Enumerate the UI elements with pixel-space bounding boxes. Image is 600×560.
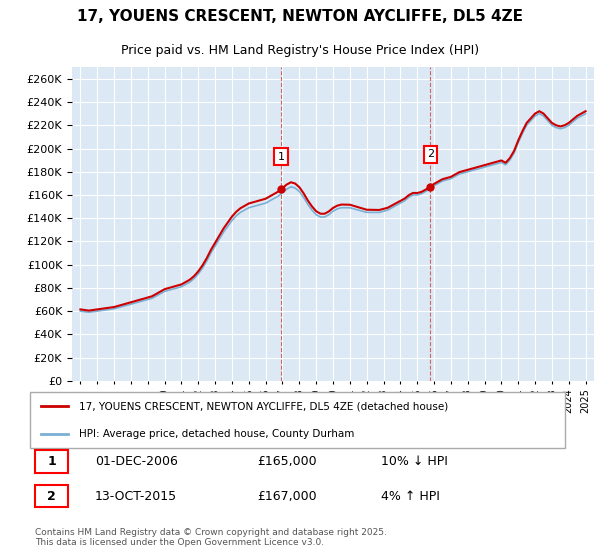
- Text: 01-DEC-2006: 01-DEC-2006: [95, 455, 178, 468]
- Text: 2: 2: [427, 150, 434, 159]
- Text: 10% ↓ HPI: 10% ↓ HPI: [381, 455, 448, 468]
- FancyBboxPatch shape: [35, 485, 68, 507]
- Text: Price paid vs. HM Land Registry's House Price Index (HPI): Price paid vs. HM Land Registry's House …: [121, 44, 479, 57]
- Text: 17, YOUENS CRESCENT, NEWTON AYCLIFFE, DL5 4ZE (detached house): 17, YOUENS CRESCENT, NEWTON AYCLIFFE, DL…: [79, 402, 448, 412]
- FancyBboxPatch shape: [35, 450, 68, 473]
- Text: 2: 2: [47, 489, 56, 502]
- Text: 1: 1: [47, 455, 56, 468]
- Text: £165,000: £165,000: [257, 455, 316, 468]
- Text: £167,000: £167,000: [257, 489, 316, 502]
- Text: 1: 1: [278, 152, 284, 162]
- Text: Contains HM Land Registry data © Crown copyright and database right 2025.
This d: Contains HM Land Registry data © Crown c…: [35, 528, 387, 547]
- Text: 4% ↑ HPI: 4% ↑ HPI: [381, 489, 440, 502]
- Text: HPI: Average price, detached house, County Durham: HPI: Average price, detached house, Coun…: [79, 428, 354, 438]
- Text: 13-OCT-2015: 13-OCT-2015: [95, 489, 177, 502]
- Text: 17, YOUENS CRESCENT, NEWTON AYCLIFFE, DL5 4ZE: 17, YOUENS CRESCENT, NEWTON AYCLIFFE, DL…: [77, 10, 523, 24]
- FancyBboxPatch shape: [30, 393, 565, 448]
